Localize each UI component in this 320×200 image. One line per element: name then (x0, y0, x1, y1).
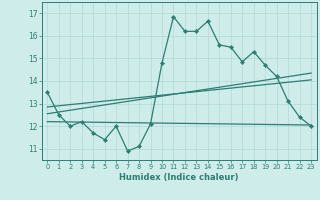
X-axis label: Humidex (Indice chaleur): Humidex (Indice chaleur) (119, 173, 239, 182)
